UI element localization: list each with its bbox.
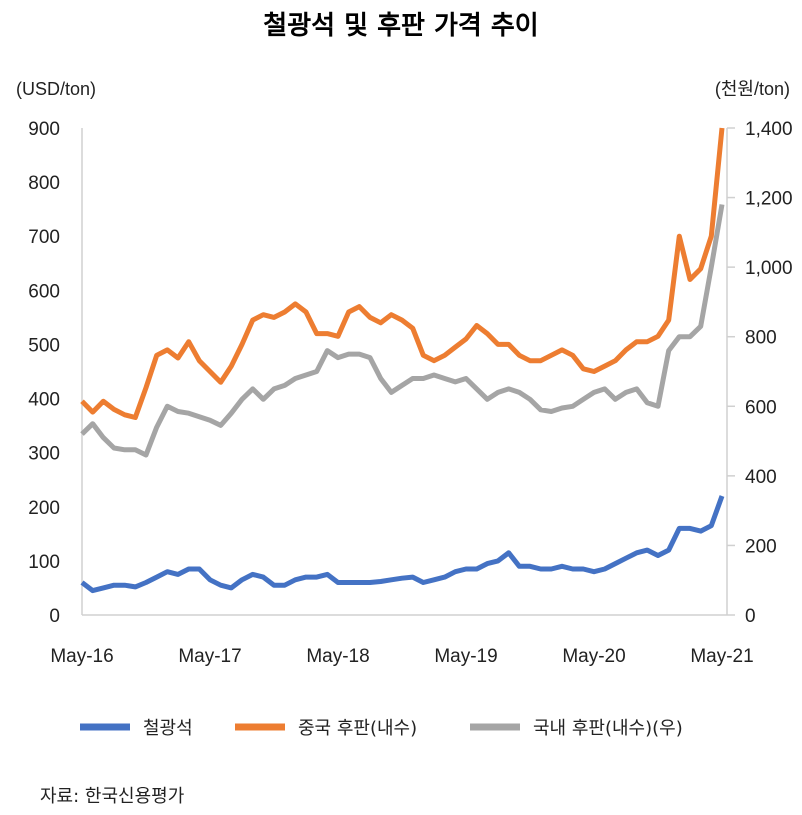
left-tick-label: 600	[28, 281, 60, 302]
right-tick-label: 200	[745, 536, 777, 557]
series-line-0	[80, 495, 725, 594]
x-tick-label: May-19	[434, 646, 497, 667]
left-tick-label: 700	[28, 227, 60, 248]
series-line-2	[80, 204, 725, 458]
right-tick-label: 800	[745, 328, 777, 349]
right-tick-label: 400	[745, 467, 777, 488]
x-tick-label: May-18	[306, 646, 369, 667]
right-tick-label: 1,000	[745, 258, 793, 279]
x-tick-label: May-17	[178, 646, 241, 667]
right-tick-label: 600	[745, 397, 777, 418]
left-tick-label: 800	[28, 173, 60, 194]
left-tick-label: 500	[28, 335, 60, 356]
left-tick-label: 300	[28, 444, 60, 465]
x-tick-label: May-21	[690, 646, 753, 667]
legend: 철광석 중국 후판(내수) 국내 후판(내수)(우)	[80, 718, 683, 739]
series-line-1	[80, 127, 725, 420]
legend-label-china-plate: 중국 후판(내수)	[298, 718, 417, 739]
right-tick-label: 1,200	[745, 189, 793, 210]
right-tick-label: 0	[745, 606, 756, 627]
source-note: 자료: 한국신용평가	[40, 786, 184, 807]
x-tick-label: May-20	[562, 646, 625, 667]
legend-label-iron-ore: 철광석	[143, 718, 193, 739]
left-tick-label: 0	[49, 606, 60, 627]
left-tick-label: 100	[28, 552, 60, 573]
left-axis-unit: (USD/ton)	[16, 79, 96, 99]
left-tick-label: 200	[28, 498, 60, 519]
left-tick-label: 400	[28, 390, 60, 411]
chart-title: 철광석 및 후판 가격 추이	[263, 11, 538, 41]
right-tick-label: 1,400	[745, 119, 793, 140]
x-tick-label: May-16	[50, 646, 113, 667]
legend-label-domestic-plate: 국내 후판(내수)(우)	[533, 718, 683, 739]
right-axis-unit: (천원/ton)	[715, 79, 790, 99]
left-tick-label: 900	[28, 119, 60, 140]
